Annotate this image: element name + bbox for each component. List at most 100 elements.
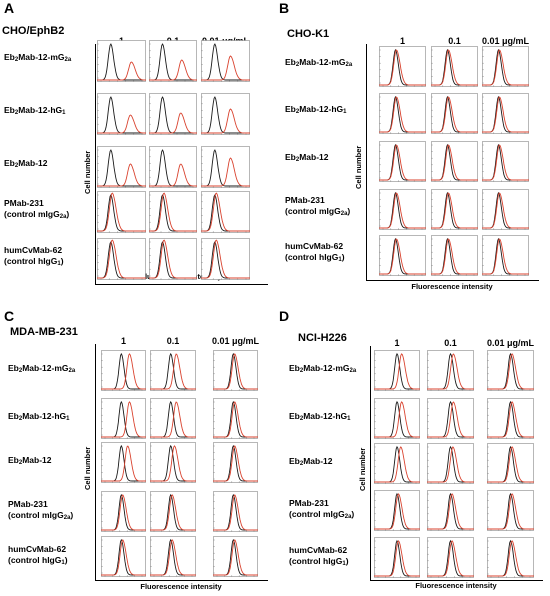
antibody-curve [150, 401, 196, 438]
antibody-curve [374, 446, 420, 483]
histogram [427, 537, 474, 578]
antibody-curve [487, 540, 534, 577]
antibody-curve [431, 238, 478, 275]
histogram-box [201, 238, 250, 280]
row-label: Eb2Mab-12-hG1 [285, 104, 347, 115]
plot-frame [95, 344, 268, 581]
panel-letter: D [279, 308, 290, 324]
histogram-box [101, 491, 146, 532]
antibody-curve [487, 446, 534, 483]
histogram [149, 146, 197, 188]
antibody-curve [101, 445, 146, 482]
antibody-curve [482, 238, 529, 275]
histogram-box [213, 350, 258, 391]
antibody-curve [149, 239, 197, 279]
row-label: Eb2Mab-12-mG2a [289, 363, 357, 374]
histogram [213, 398, 258, 439]
histogram-box [150, 442, 196, 483]
row-label: humCvMab-62 (control hIgG1) [289, 545, 349, 567]
antibody-curve [427, 540, 474, 577]
histogram [431, 189, 478, 230]
antibody-curve [150, 494, 196, 531]
antibody-curve [374, 493, 420, 530]
histogram [97, 93, 146, 135]
antibody-curve [379, 192, 426, 229]
concentration-header: 0.1 [166, 336, 180, 346]
histogram-box [427, 490, 474, 531]
row-label: PMab-231 (control mIgG2a) [289, 498, 355, 520]
panel-title: CHO-K1 [287, 28, 330, 40]
histogram [150, 491, 196, 532]
antibody-curve [149, 112, 197, 134]
antibody-curve [374, 353, 420, 390]
antibody-curve [149, 163, 197, 187]
histogram [201, 191, 250, 233]
histogram [379, 189, 426, 230]
y-axis-label: Cell number [358, 447, 367, 491]
histogram-box [213, 442, 258, 483]
plot-frame [370, 346, 543, 581]
antibody-curve [97, 163, 146, 187]
histogram-box [101, 350, 146, 391]
histogram-box [431, 141, 478, 182]
histogram [213, 536, 258, 577]
antibody-curve [150, 539, 196, 576]
histogram [213, 442, 258, 483]
antibody-curve [213, 353, 258, 390]
histogram-box [213, 398, 258, 439]
histogram-box [213, 491, 258, 532]
histogram-box [431, 235, 478, 276]
histogram [482, 141, 529, 182]
row-label: Eb2Mab-12 [4, 158, 48, 169]
row-label: Eb2Mab-12-mG2a [4, 52, 72, 63]
histogram-box [101, 442, 146, 483]
histogram-box [379, 93, 426, 134]
histogram [374, 537, 420, 578]
histogram-box [149, 93, 197, 135]
histogram [213, 491, 258, 532]
x-axis-label: Fluorescence intensity [415, 581, 497, 590]
row-label: Eb2Mab-12-hG1 [289, 411, 351, 422]
antibody-curve [482, 192, 529, 229]
antibody-curve [101, 539, 146, 576]
antibody-curve [149, 192, 197, 232]
histogram-box [101, 536, 146, 577]
concentration-header: 0.1 [444, 338, 457, 348]
antibody-curve [150, 353, 196, 390]
concentration-header: 0.01 μg/mL [481, 36, 530, 46]
antibody-curve [201, 192, 250, 232]
histogram [431, 235, 478, 276]
histogram-box [482, 46, 529, 87]
antibody-curve [201, 55, 250, 81]
x-axis-label: Fluorescence intensity [140, 582, 222, 591]
row-label: Eb2Mab-12-mG2a [8, 363, 76, 374]
histogram [379, 141, 426, 182]
antibody-curve [101, 353, 146, 390]
row-label: Eb2Mab-12 [8, 455, 52, 466]
histogram [101, 350, 146, 391]
row-label: humCvMab-62 (control hIgG1) [4, 245, 64, 267]
histogram [487, 537, 534, 578]
row-label: Eb2Mab-12-hG1 [4, 105, 66, 116]
histogram [149, 93, 197, 135]
antibody-curve [374, 401, 420, 438]
y-axis-label: Cell number [83, 446, 92, 490]
concentration-header: 0.01 μg/mL [486, 338, 535, 348]
histogram-box [487, 350, 534, 391]
histogram [150, 350, 196, 391]
histogram [101, 536, 146, 577]
histogram [427, 350, 474, 391]
histogram-box [487, 398, 534, 439]
histogram-box [101, 398, 146, 439]
histogram [482, 189, 529, 230]
histogram-box [487, 490, 534, 531]
row-label: PMab-231 (control mIgG2a) [8, 499, 74, 521]
histogram-box [482, 93, 529, 134]
histogram-box [379, 141, 426, 182]
histogram [201, 93, 250, 135]
histogram-box [431, 46, 478, 87]
antibody-curve [379, 144, 426, 181]
histogram-box [379, 189, 426, 230]
histogram [97, 191, 146, 233]
histogram [427, 490, 474, 531]
